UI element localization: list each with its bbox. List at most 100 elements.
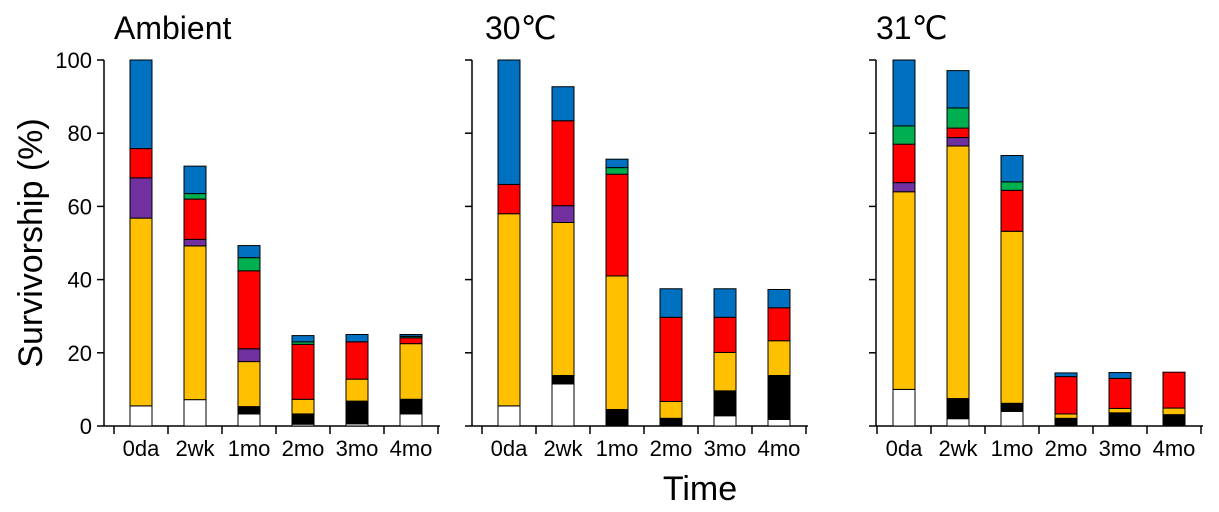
bar-segment (605, 158, 629, 169)
bar-segment (551, 222, 575, 376)
bar-segment (399, 343, 423, 400)
bar-segment (551, 120, 575, 207)
bar-segment (946, 418, 970, 427)
bar-segment (291, 343, 315, 400)
x-tick-label: 2wk (938, 436, 978, 461)
bar-segment (767, 340, 791, 376)
bar-segment (345, 400, 369, 425)
y-tick-label: 0 (80, 414, 92, 439)
bar-segment (291, 413, 315, 425)
panel-title: 31℃ (876, 10, 948, 46)
bar-segment (345, 341, 369, 380)
bar-segment (129, 177, 153, 219)
chart-panels: Ambient 0 20 40 60 80 100 0da 2wk 1mo 2mo 3mo 4mo 30℃… (55, 10, 1203, 461)
bar-segment (237, 270, 261, 350)
panel-title: Ambient (114, 10, 232, 46)
bar-segment (605, 167, 629, 175)
x-tick-label: 1mo (228, 436, 271, 461)
y-tick-label: 100 (55, 48, 92, 73)
bar-segment (1108, 377, 1132, 409)
bar-segment (713, 415, 737, 427)
y-tick-label: 60 (68, 194, 92, 219)
x-tick-label: 3mo (336, 436, 379, 461)
bar-segment (892, 59, 916, 127)
panel-2: 30℃ 0da 2wk 1mo 2mo 3mo 4mo (465, 10, 808, 461)
bar-segment (1162, 414, 1186, 426)
bar-segment (605, 173, 629, 277)
y-tick-label: 80 (68, 121, 92, 146)
bar-segment (1000, 410, 1024, 427)
bar-segment (129, 148, 153, 179)
bar-segment (892, 182, 916, 193)
bar-segment (1054, 413, 1078, 419)
y-tick-label: 40 (68, 268, 92, 293)
bar-segment (1000, 181, 1024, 191)
bar-segment (767, 288, 791, 309)
bar-segment (237, 348, 261, 363)
bar-segment (237, 257, 261, 272)
panel-1: Ambient 0 20 40 60 80 100 0da 2wk 1mo 2mo 3mo 4mo (55, 10, 440, 461)
x-tick-label: 2mo (1045, 436, 1088, 461)
bar-segment (129, 59, 153, 150)
bar-segment (183, 245, 207, 401)
x-tick-label: 4mo (758, 436, 801, 461)
panel-title: 30℃ (485, 10, 557, 46)
bar-segment (659, 400, 683, 419)
bar-segment (659, 417, 683, 426)
bar-segment (659, 316, 683, 402)
bar-segment (497, 405, 521, 427)
bar-segment (605, 409, 629, 426)
bar-segment (497, 183, 521, 215)
bar-segment (345, 334, 369, 343)
bar-segment (1000, 230, 1024, 404)
bar-segment (237, 245, 261, 259)
bar-segment (1108, 407, 1132, 414)
bar-segment (237, 413, 261, 427)
bar-segment (497, 213, 521, 407)
bar-segment (291, 335, 315, 343)
bar-segment (946, 107, 970, 129)
bar-segment (129, 217, 153, 407)
x-tick-label: 2mo (282, 436, 325, 461)
bar-segment (497, 59, 521, 185)
x-tick-label: 2wk (175, 436, 215, 461)
bar-segment (1000, 155, 1024, 183)
bar-segment (237, 361, 261, 408)
bar-segment (946, 127, 970, 139)
bar-segment (767, 307, 791, 342)
panel-3: 31℃ 0da 2wk 1mo 2mo 3mo 4mo (869, 10, 1203, 461)
bar-segment (237, 406, 261, 415)
bar-segment (605, 275, 629, 411)
x-tick-label: 0da (886, 436, 923, 461)
bar-segment (946, 70, 970, 109)
bar-segment (946, 398, 970, 420)
bar-segment (399, 337, 423, 345)
x-tick-label: 1mo (596, 436, 639, 461)
bar-segment (551, 86, 575, 122)
bar-segment (345, 378, 369, 402)
bar-segment (713, 390, 737, 417)
bar-segment (892, 125, 916, 145)
x-axis-label: Time (663, 470, 737, 508)
bar-segment (713, 288, 737, 318)
bar-segment (713, 316, 737, 353)
bar-segment (713, 351, 737, 392)
bar-segment (551, 374, 575, 385)
bar-segment (129, 405, 153, 427)
bar-segment (659, 288, 683, 318)
x-tick-label: 3mo (1099, 436, 1142, 461)
bar-segment (183, 165, 207, 195)
bar-segment (767, 418, 791, 427)
bar-segment (946, 137, 970, 147)
y-tick-label: 20 (68, 341, 92, 366)
x-tick-label: 2wk (543, 436, 583, 461)
bar-segment (1054, 372, 1078, 378)
bar-segment (183, 193, 207, 200)
bar-segment (1162, 407, 1186, 416)
bar-segment (551, 205, 575, 224)
bar-segment (183, 198, 207, 240)
bar-segment (892, 388, 916, 427)
bar-segment (946, 145, 970, 400)
bar-segment (1108, 412, 1132, 427)
